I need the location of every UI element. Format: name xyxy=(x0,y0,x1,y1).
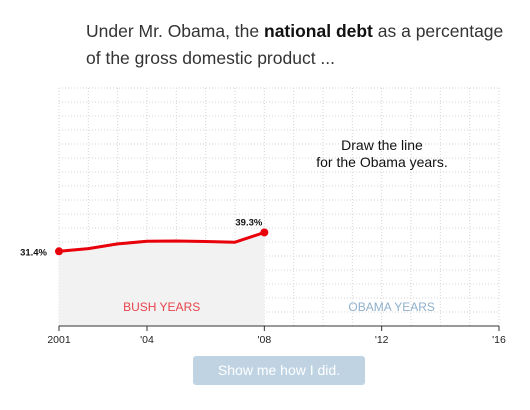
start-point xyxy=(55,247,63,256)
debt-series xyxy=(55,228,269,256)
x-tick-label: '12 xyxy=(375,334,389,346)
start-value-label: 31.4% xyxy=(20,247,47,258)
question-suffix: as a percentage of the gross domestic pr… xyxy=(86,21,504,68)
x-tick-label: '04 xyxy=(140,334,154,346)
question-text: Under Mr. Obama, the national debt as a … xyxy=(86,18,506,72)
debt-chart[interactable]: 2001'04'08'12'16 BUSH YEARS OBAMA YEARS … xyxy=(0,0,530,350)
x-tick-label: 2001 xyxy=(47,334,71,346)
instruction-line-2: for the Obama years. xyxy=(316,154,448,170)
x-tick-label: '16 xyxy=(492,334,506,346)
instruction-line-1: Draw the line xyxy=(341,137,423,153)
bush-years-label: BUSH YEARS xyxy=(123,300,200,314)
debt-line xyxy=(57,230,266,253)
x-tick-label: '08 xyxy=(257,334,271,346)
bush-years-area xyxy=(59,232,265,326)
obama-years-label: OBAMA YEARS xyxy=(348,300,434,314)
end-value-label: 39.3% xyxy=(235,217,262,228)
question-prefix: Under Mr. Obama, the xyxy=(86,21,264,41)
end-point xyxy=(260,228,269,237)
question-bold: national debt xyxy=(264,21,373,41)
x-axis: 2001 '04 '08 '12 '16 xyxy=(47,325,506,346)
show-me-button[interactable]: Show me how I did. xyxy=(193,356,365,385)
